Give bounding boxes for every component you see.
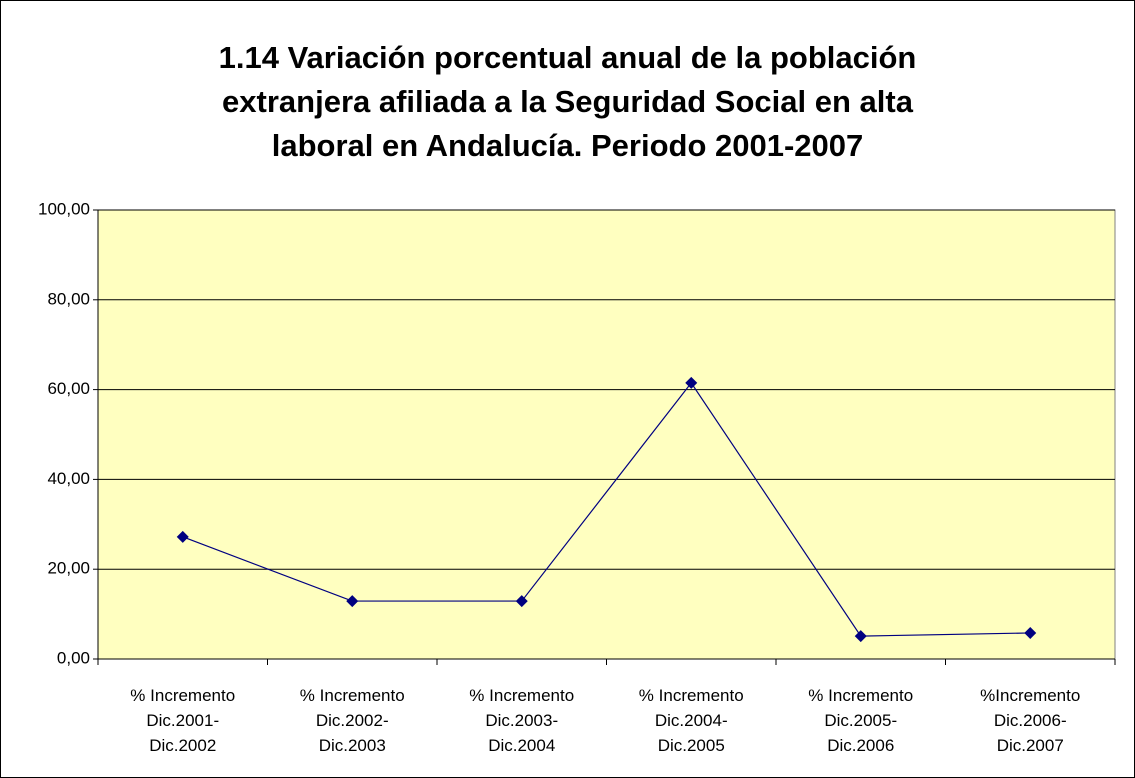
marker xyxy=(1024,626,1037,639)
y-tick-label: 80,00 xyxy=(47,289,90,308)
marker xyxy=(515,595,528,608)
x-tick-label: % Incremento Dic.2005- Dic.2006 xyxy=(808,686,914,755)
y-tick-label: 0,00 xyxy=(57,648,90,667)
line xyxy=(182,381,1031,637)
y-tick-label: 40,00 xyxy=(47,469,90,488)
x-tick-label: % Incremento Dic.2003- Dic.2004 xyxy=(469,686,575,755)
marker xyxy=(854,630,867,643)
marker xyxy=(685,376,698,389)
x-tick-label: %Incremento Dic.2006- Dic.2007 xyxy=(980,686,1081,755)
x-tick-label: % Incremento Dic.2004- Dic.2005 xyxy=(638,686,744,755)
y-tick-label: 100,00 xyxy=(38,199,90,218)
y-tick-label: 20,00 xyxy=(47,559,90,578)
marker xyxy=(176,530,189,543)
chart-title: 1.14 Variación porcentual anual de la po… xyxy=(218,40,917,163)
x-tick-label: % Incremento Dic.2001- Dic.2002 xyxy=(130,686,236,755)
plot-area xyxy=(97,209,1116,660)
y-tick-label: 60,00 xyxy=(47,379,90,398)
marker xyxy=(346,595,359,608)
x-tick-label: % Incremento Dic.2002- Dic.2003 xyxy=(299,686,405,755)
